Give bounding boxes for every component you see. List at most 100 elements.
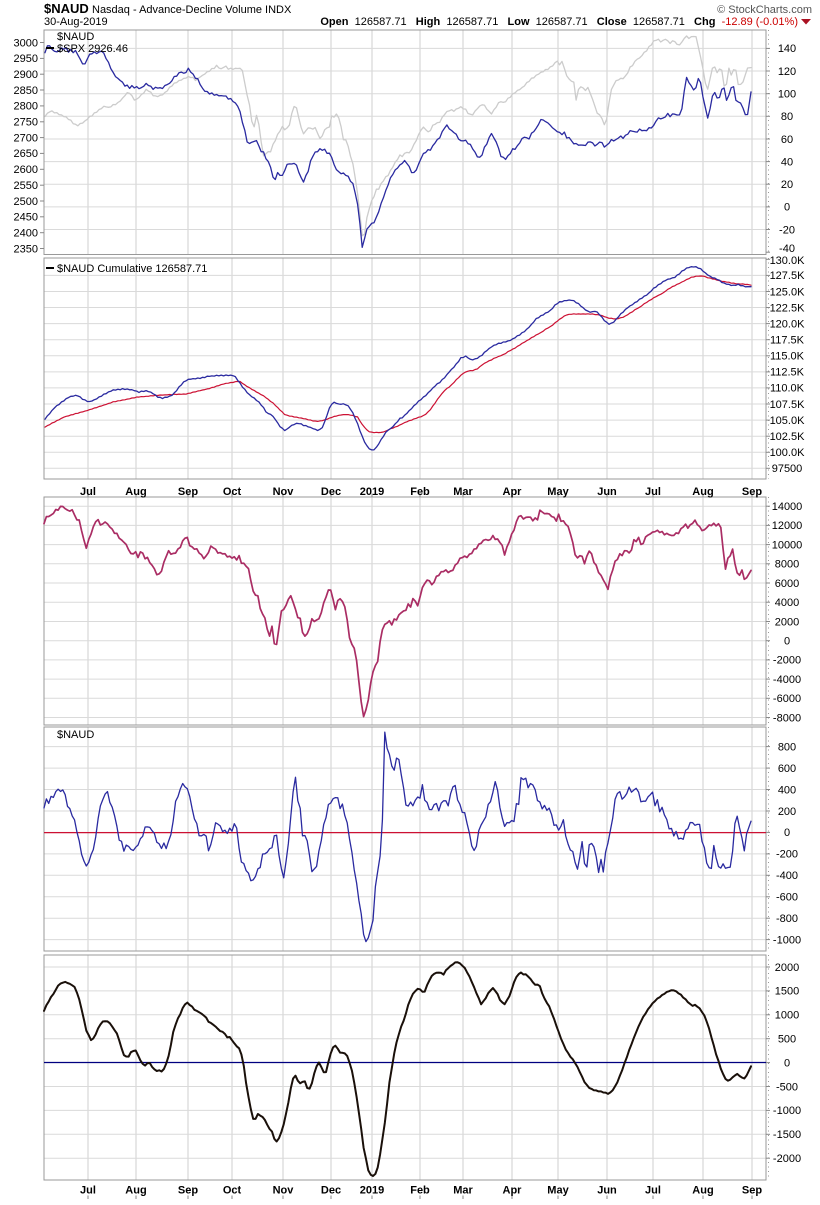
svg-text:120: 120 bbox=[778, 66, 796, 78]
svg-text:2650: 2650 bbox=[14, 148, 38, 160]
svg-text:2850: 2850 bbox=[14, 85, 38, 97]
svg-text:2800: 2800 bbox=[14, 101, 38, 113]
svg-text:-1000: -1000 bbox=[773, 934, 801, 946]
svg-text:2500: 2500 bbox=[14, 196, 38, 208]
svg-text:105.0K: 105.0K bbox=[770, 415, 806, 427]
svg-text:Open 126587.71 High 126587: Open 126587.71 High 126587.71 Low 126587… bbox=[320, 16, 798, 28]
svg-text:Nov: Nov bbox=[273, 486, 295, 498]
svg-text:2000: 2000 bbox=[775, 616, 799, 628]
svg-text:4000: 4000 bbox=[775, 597, 799, 609]
svg-text:0: 0 bbox=[784, 636, 790, 648]
svg-text:2950: 2950 bbox=[14, 53, 38, 65]
svg-text:Oct: Oct bbox=[223, 486, 242, 498]
svg-text:600: 600 bbox=[778, 763, 796, 775]
svg-text:0: 0 bbox=[784, 1057, 790, 1069]
svg-text:125.0K: 125.0K bbox=[770, 286, 806, 298]
svg-text:-800: -800 bbox=[776, 913, 798, 925]
svg-text:Apr: Apr bbox=[503, 1184, 523, 1196]
svg-text:Sep: Sep bbox=[178, 1184, 198, 1196]
svg-text:100: 100 bbox=[778, 89, 796, 101]
svg-text:Dec: Dec bbox=[321, 1184, 341, 1196]
svg-text:2400: 2400 bbox=[14, 228, 38, 240]
svg-text:107.5K: 107.5K bbox=[770, 399, 806, 411]
svg-text:117.5K: 117.5K bbox=[770, 335, 805, 347]
svg-text:115.0K: 115.0K bbox=[770, 351, 805, 363]
svg-text:6000: 6000 bbox=[775, 578, 799, 590]
svg-text:-500: -500 bbox=[776, 1081, 798, 1093]
svg-text:800: 800 bbox=[778, 741, 796, 753]
svg-text:Jul: Jul bbox=[80, 486, 96, 498]
svg-text:-2000: -2000 bbox=[773, 655, 801, 667]
svg-text:2019: 2019 bbox=[360, 486, 384, 498]
svg-text:0: 0 bbox=[784, 202, 790, 214]
svg-text:400: 400 bbox=[778, 784, 796, 796]
svg-text:500: 500 bbox=[778, 1034, 796, 1046]
svg-text:3000: 3000 bbox=[14, 37, 38, 49]
svg-text:10000: 10000 bbox=[772, 539, 803, 551]
svg-text:2019: 2019 bbox=[360, 1184, 384, 1196]
svg-text:140: 140 bbox=[778, 43, 796, 55]
svg-text:127.5K: 127.5K bbox=[770, 270, 806, 282]
svg-text:100.0K: 100.0K bbox=[770, 447, 806, 459]
svg-text:1500: 1500 bbox=[775, 986, 799, 998]
svg-text:0: 0 bbox=[784, 827, 790, 839]
svg-text:-6000: -6000 bbox=[773, 693, 801, 705]
svg-text:$NAUD: $NAUD bbox=[44, 1, 89, 16]
svg-text:Sep: Sep bbox=[178, 486, 198, 498]
svg-text:2900: 2900 bbox=[14, 69, 38, 81]
svg-text:2450: 2450 bbox=[14, 212, 38, 224]
svg-text:Aug: Aug bbox=[692, 1184, 713, 1196]
svg-text:12000: 12000 bbox=[772, 520, 803, 532]
svg-text:$NAUD: $NAUD bbox=[57, 729, 94, 741]
svg-text:Mar: Mar bbox=[453, 486, 473, 498]
svg-text:-8000: -8000 bbox=[773, 712, 801, 724]
svg-text:-1500: -1500 bbox=[773, 1129, 801, 1141]
svg-text:Nov: Nov bbox=[273, 1184, 295, 1196]
svg-text:Jun: Jun bbox=[597, 486, 617, 498]
svg-text:2600: 2600 bbox=[14, 164, 38, 176]
svg-text:80: 80 bbox=[781, 111, 793, 123]
svg-text:-200: -200 bbox=[776, 849, 798, 861]
svg-text:Jul: Jul bbox=[645, 1184, 661, 1196]
svg-text:Aug: Aug bbox=[125, 486, 146, 498]
svg-text:2000: 2000 bbox=[775, 962, 799, 974]
svg-text:Nasdaq - Advance-Decline Volum: Nasdaq - Advance-Decline Volume INDX bbox=[92, 4, 292, 16]
svg-text:97500: 97500 bbox=[772, 463, 803, 475]
svg-text:60: 60 bbox=[781, 134, 793, 146]
svg-text:2700: 2700 bbox=[14, 132, 38, 144]
svg-text:May: May bbox=[547, 1184, 569, 1196]
svg-text:Jun: Jun bbox=[597, 1184, 617, 1196]
svg-text:Jul: Jul bbox=[645, 486, 661, 498]
svg-text:-2000: -2000 bbox=[773, 1153, 801, 1165]
svg-text:130.0K: 130.0K bbox=[770, 255, 806, 267]
svg-text:2350: 2350 bbox=[14, 243, 38, 255]
svg-text:20: 20 bbox=[781, 179, 793, 191]
svg-text:200: 200 bbox=[778, 806, 796, 818]
svg-text:Aug: Aug bbox=[692, 486, 713, 498]
svg-text:© StockCharts.com: © StockCharts.com bbox=[717, 4, 812, 16]
svg-text:Sep: Sep bbox=[742, 486, 762, 498]
svg-text:Oct: Oct bbox=[223, 1184, 242, 1196]
svg-text:-1000: -1000 bbox=[773, 1105, 801, 1117]
svg-text:$NAUD: $NAUD bbox=[57, 31, 94, 43]
svg-text:1000: 1000 bbox=[775, 1010, 799, 1022]
svg-text:Dec: Dec bbox=[321, 486, 341, 498]
svg-text:Aug: Aug bbox=[125, 1184, 146, 1196]
svg-text:Apr: Apr bbox=[503, 486, 523, 498]
svg-text:14000: 14000 bbox=[772, 501, 803, 513]
svg-text:Jul: Jul bbox=[80, 1184, 96, 1196]
svg-text:40: 40 bbox=[781, 156, 793, 168]
svg-text:120.0K: 120.0K bbox=[770, 318, 806, 330]
svg-text:-400: -400 bbox=[776, 870, 798, 882]
svg-text:Feb: Feb bbox=[410, 486, 430, 498]
svg-text:-40: -40 bbox=[779, 243, 795, 255]
svg-text:110.0K: 110.0K bbox=[770, 383, 805, 395]
svg-text:Feb: Feb bbox=[410, 1184, 430, 1196]
svg-text:2550: 2550 bbox=[14, 180, 38, 192]
svg-text:8000: 8000 bbox=[775, 559, 799, 571]
svg-text:102.5K: 102.5K bbox=[770, 431, 806, 443]
svg-text:Mar: Mar bbox=[453, 1184, 473, 1196]
svg-text:112.5K: 112.5K bbox=[770, 367, 805, 379]
svg-text:-600: -600 bbox=[776, 892, 798, 904]
svg-text:-20: -20 bbox=[779, 224, 795, 236]
